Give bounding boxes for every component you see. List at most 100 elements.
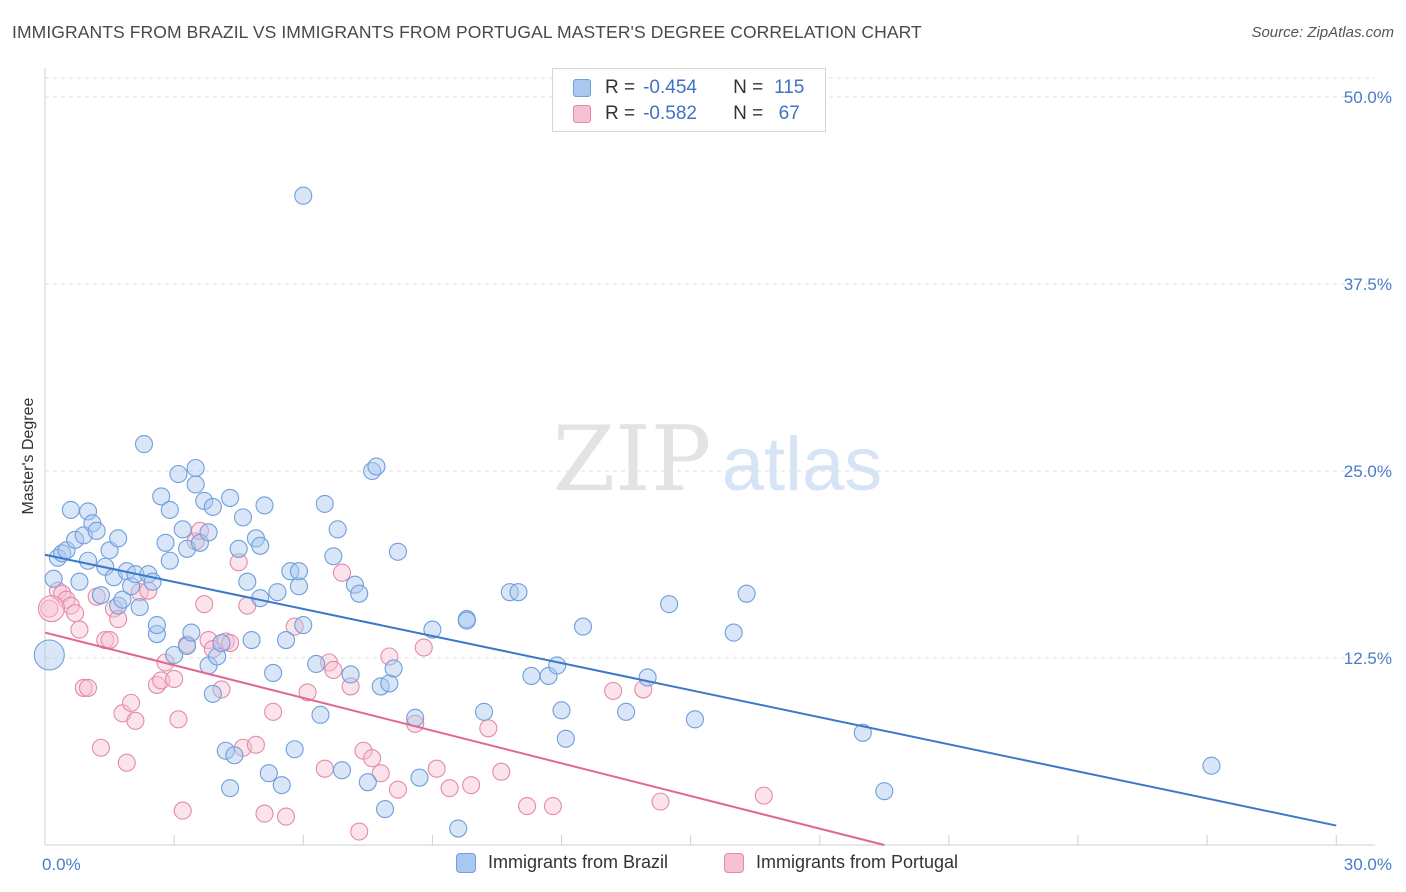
point-brazil — [70, 572, 89, 591]
point-portugal — [371, 764, 390, 783]
point-brazil — [233, 508, 253, 527]
point-brazil — [449, 819, 468, 838]
point-brazil — [285, 740, 304, 759]
point-brazil — [259, 764, 278, 783]
point-brazil — [160, 500, 179, 519]
y-axis-label: Master's Degree — [20, 397, 37, 514]
point-portugal — [255, 804, 274, 823]
point-portugal — [40, 599, 59, 618]
point-brazil — [238, 572, 257, 591]
point-brazil — [212, 633, 231, 653]
point-portugal — [380, 647, 399, 666]
point-brazil — [147, 616, 166, 635]
trend-line-portugal — [44, 631, 885, 846]
legend-r-value-portugal: -0.582 — [643, 103, 697, 124]
point-portugal — [37, 595, 66, 623]
point-portugal — [543, 797, 562, 816]
x-tick-label: 30.0% — [1344, 855, 1392, 874]
point-brazil — [1202, 756, 1221, 775]
watermark-zip: ZIP — [553, 407, 712, 512]
point-portugal — [276, 807, 296, 826]
point-brazil — [255, 496, 274, 515]
legend-swatch-brazil — [573, 79, 591, 97]
point-brazil — [182, 623, 201, 642]
point-brazil — [294, 616, 313, 635]
point-portugal — [91, 738, 111, 757]
point-brazil — [134, 435, 154, 454]
point-brazil — [375, 800, 395, 819]
point-brazil — [276, 630, 296, 650]
point-brazil — [289, 577, 308, 596]
point-portugal — [246, 735, 265, 754]
point-portugal — [165, 669, 184, 688]
point-portugal — [152, 671, 171, 690]
point-brazil — [328, 520, 347, 539]
point-brazil — [113, 590, 132, 609]
point-brazil — [522, 666, 541, 686]
point-brazil — [109, 529, 128, 548]
point-brazil — [225, 746, 244, 765]
point-portugal — [298, 683, 317, 702]
chart-title: IMMIGRANTS FROM BRAZIL VS IMMIGRANTS FRO… — [12, 22, 922, 42]
point-brazil — [268, 583, 287, 602]
series-legend-brazil: Immigrants from Brazil — [456, 852, 668, 873]
point-brazil — [737, 584, 756, 603]
point-brazil — [350, 584, 369, 603]
point-portugal — [169, 710, 188, 729]
series-legend-portugal: Immigrants from Portugal — [724, 852, 958, 873]
gridlines — [45, 77, 1375, 659]
point-brazil — [165, 645, 184, 665]
point-brazil — [423, 620, 442, 639]
point-portugal — [462, 776, 481, 795]
y-tick-label: 25.0% — [1344, 462, 1392, 481]
point-brazil — [208, 647, 227, 666]
point-brazil — [122, 577, 141, 596]
point-brazil — [509, 583, 528, 602]
legend-row-portugal: R = -0.582 N = 67 — [573, 101, 807, 127]
point-brazil — [203, 497, 222, 516]
point-brazil — [66, 530, 85, 549]
point-brazil — [474, 702, 494, 721]
point-brazil — [186, 458, 205, 478]
legend-r-label: R = — [605, 77, 636, 98]
y-tick-label: 37.5% — [1344, 275, 1392, 294]
x-tick-label: 0.0% — [42, 855, 81, 874]
y-tick-label: 12.5% — [1344, 649, 1392, 668]
point-portugal — [479, 719, 498, 738]
point-brazil — [548, 656, 567, 675]
point-brazil — [78, 502, 98, 521]
point-brazil — [388, 542, 407, 561]
source-label: Source: ZipAtlas.com — [1251, 24, 1394, 41]
point-portugal — [651, 792, 670, 811]
point-portugal — [350, 822, 369, 841]
legend-n-label: N = — [733, 77, 764, 98]
point-brazil — [307, 654, 326, 674]
point-portugal — [70, 620, 89, 639]
point-brazil — [552, 701, 571, 720]
watermark-atlas: atlas — [722, 422, 883, 507]
point-portugal — [388, 780, 407, 799]
point-brazil — [156, 533, 175, 552]
point-brazil — [573, 617, 593, 636]
point-portugal — [122, 693, 141, 712]
trend-line-brazil — [44, 553, 1337, 827]
point-portugal — [440, 779, 459, 798]
point-portugal — [109, 610, 128, 629]
point-brazil — [660, 595, 679, 614]
point-portugal — [414, 638, 433, 657]
point-portugal — [604, 681, 623, 700]
point-portugal — [100, 630, 119, 650]
point-brazil — [410, 768, 429, 787]
point-brazil — [91, 586, 111, 605]
legend-r-value-brazil: -0.454 — [643, 77, 697, 98]
point-portugal — [324, 660, 343, 680]
point-portugal — [173, 801, 192, 820]
legend: R = -0.454 N = 115 R = -0.582 N = 67 — [552, 68, 826, 132]
point-brazil — [289, 562, 308, 581]
point-portugal — [315, 759, 334, 778]
point-portugal — [195, 595, 214, 614]
point-portugal — [264, 702, 283, 721]
point-brazil — [358, 773, 377, 792]
y-tick-label: 50.0% — [1344, 88, 1392, 107]
legend-row-brazil: R = -0.454 N = 115 — [573, 75, 807, 101]
